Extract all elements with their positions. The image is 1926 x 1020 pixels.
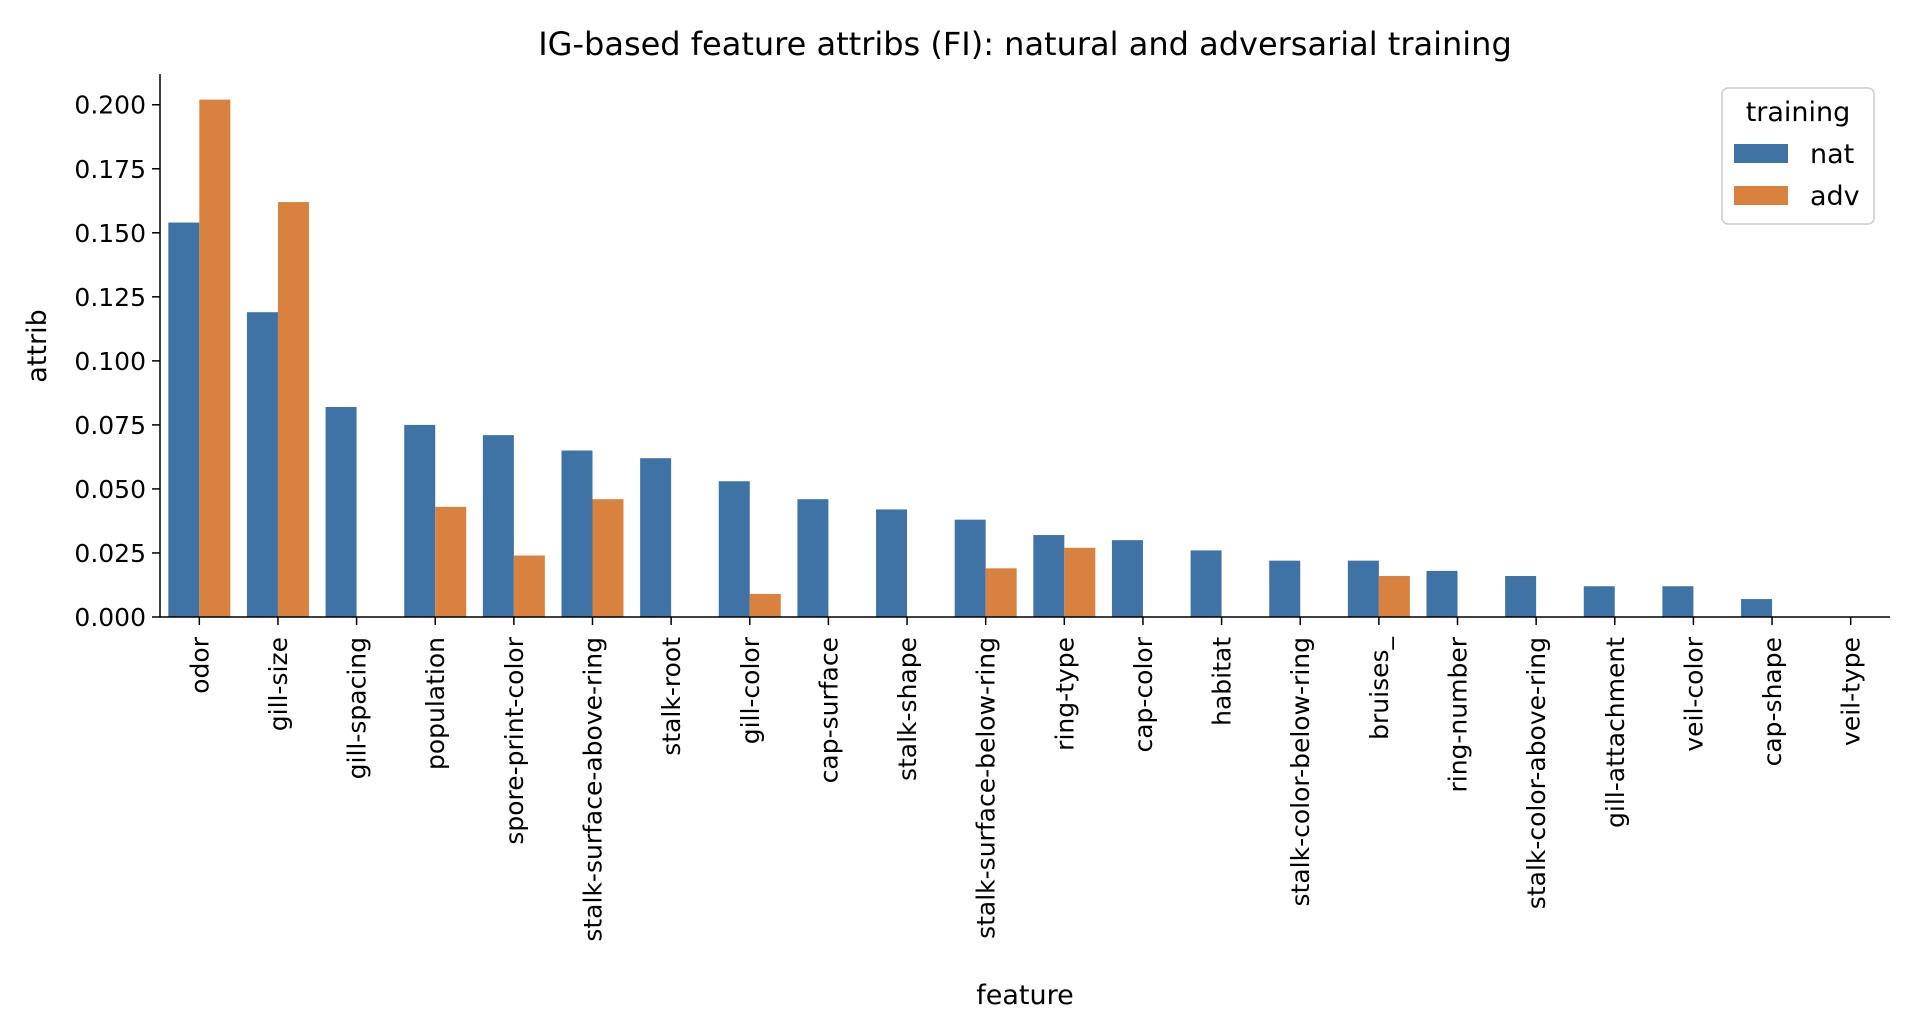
- bar-adv-gill-size: [277, 202, 309, 617]
- bar-nat-cap-shape: [1741, 599, 1773, 617]
- bar-nat-habitat: [1190, 550, 1222, 617]
- bar-nat-cap-color: [1111, 540, 1143, 617]
- y-tick-label: 0.025: [74, 539, 146, 568]
- x-tick-label: ring-number: [1444, 636, 1473, 792]
- bar-nat-stalk-root: [640, 458, 672, 617]
- y-tick-label: 0.100: [74, 347, 146, 376]
- x-tick-label: stalk-surface-above-ring: [579, 637, 608, 942]
- legend-swatch-nat: [1734, 144, 1788, 163]
- bar-nat-population: [404, 424, 436, 617]
- y-tick-label: 0.125: [74, 283, 146, 312]
- bar-nat-gill-spacing: [325, 406, 357, 617]
- x-tick-label: ring-type: [1050, 637, 1079, 751]
- bar-adv-ring-type: [1064, 547, 1096, 617]
- bar-nat-stalk-color-above-ring: [1505, 576, 1537, 617]
- x-tick-label: stalk-shape: [893, 637, 922, 781]
- bar-nat-spore-print-color: [482, 435, 514, 617]
- bar-nat-gill-attachment: [1583, 586, 1615, 617]
- bar-nat-ring-number: [1426, 570, 1458, 617]
- x-tick-label: cap-surface: [814, 637, 843, 783]
- x-tick-label: cap-color: [1129, 636, 1158, 752]
- axes-layer: odor gill-size gill-spacing population spore…: [74, 74, 1890, 942]
- x-tick-label: stalk-root: [657, 637, 686, 756]
- y-tick-label: 0.150: [74, 219, 146, 248]
- x-tick-label: gill-spacing: [343, 637, 372, 779]
- bar-adv-stalk-surface-above-ring: [592, 499, 624, 617]
- bar-adv-odor: [199, 99, 231, 618]
- legend-title: training: [1746, 97, 1851, 128]
- x-tick-label: gill-attachment: [1601, 637, 1630, 828]
- x-tick-label: veil-color: [1679, 636, 1708, 751]
- x-tick-label: spore-print-color: [500, 636, 529, 844]
- legend-label-nat: nat: [1810, 139, 1854, 170]
- bar-nat-bruises_: [1347, 560, 1379, 617]
- y-tick-label: 0.200: [74, 91, 146, 120]
- bar-adv-population: [435, 506, 467, 617]
- x-tick-label: stalk-color-above-ring: [1522, 637, 1551, 909]
- y-tick-label: 0.000: [74, 603, 146, 632]
- bar-adv-stalk-surface-below-ring: [985, 568, 1017, 617]
- bar-adv-bruises_: [1378, 576, 1410, 617]
- legend-swatch-adv: [1734, 186, 1788, 205]
- y-axis-label: attrib: [22, 309, 53, 382]
- legend: training nat adv: [1721, 87, 1875, 225]
- x-tick-label: population: [421, 637, 450, 770]
- x-tick-label: odor: [185, 636, 214, 693]
- y-tick-label: 0.075: [74, 411, 146, 440]
- x-tick-label: gill-color: [736, 636, 765, 744]
- bar-nat-gill-color: [718, 481, 750, 617]
- chart-title: IG-based feature attribs (FI): natural a…: [538, 25, 1512, 63]
- x-axis-label: feature: [976, 980, 1073, 1011]
- bar-nat-stalk-shape: [876, 509, 908, 617]
- legend-label-adv: adv: [1810, 181, 1860, 212]
- bar-nat-cap-surface: [797, 499, 829, 617]
- y-tick-label: 0.050: [74, 475, 146, 504]
- bars-layer: [168, 99, 1773, 618]
- bar-nat-stalk-surface-above-ring: [561, 450, 593, 617]
- bar-adv-gill-color: [749, 593, 781, 617]
- x-tick-label: stalk-color-below-ring: [1286, 637, 1315, 906]
- x-tick-label: stalk-surface-below-ring: [972, 637, 1001, 939]
- x-tick-label: habitat: [1208, 637, 1237, 726]
- x-tick-label: cap-shape: [1758, 637, 1787, 766]
- bar-nat-ring-type: [1033, 535, 1065, 617]
- bar-nat-stalk-color-below-ring: [1269, 560, 1301, 617]
- y-tick-label: 0.175: [74, 155, 146, 184]
- bar-nat-stalk-surface-below-ring: [954, 519, 986, 617]
- bar-adv-spore-print-color: [513, 555, 545, 617]
- bar-nat-odor: [168, 222, 200, 617]
- x-tick-label: gill-size: [264, 637, 293, 731]
- x-tick-label: bruises_: [1365, 637, 1394, 740]
- bar-nat-veil-color: [1662, 586, 1694, 617]
- x-tick-label: veil-type: [1837, 637, 1866, 746]
- bar-nat-gill-size: [246, 312, 278, 617]
